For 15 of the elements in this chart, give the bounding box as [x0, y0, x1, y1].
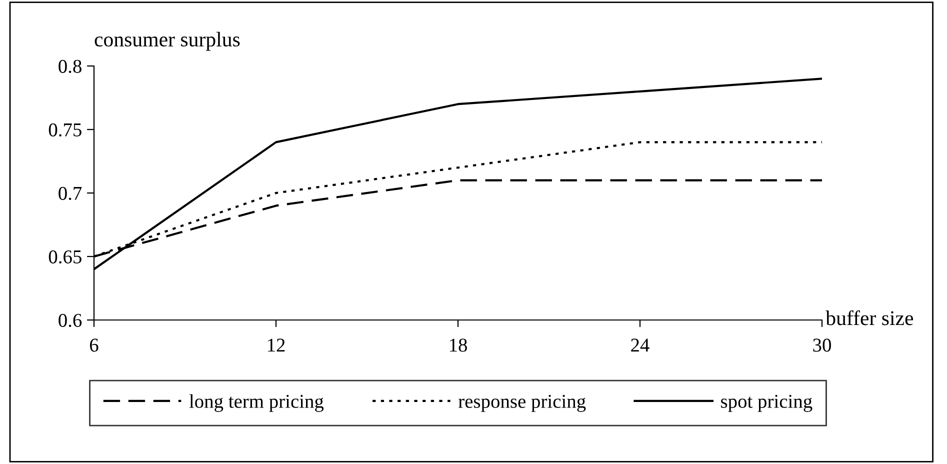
- y-tick-label: 0.8: [58, 60, 82, 74]
- x-axis-title: buffer size: [826, 310, 914, 326]
- legend-label: spot pricing: [721, 394, 812, 412]
- x-tick-label: 18: [450, 338, 467, 352]
- y-tick-label: 0.6: [58, 314, 82, 328]
- x-tick-label: 24: [631, 338, 650, 352]
- y-axis-title: consumer surplus: [94, 32, 240, 51]
- x-tick-label: 30: [813, 338, 831, 352]
- y-tick-label: 0.75: [48, 123, 82, 137]
- legend-label: response pricing: [458, 394, 586, 412]
- y-tick-label: 0.7: [58, 186, 82, 200]
- x-tick-label: 6: [90, 338, 98, 352]
- y-tick-label: 0.65: [48, 250, 82, 264]
- x-tick-label: 12: [268, 338, 285, 352]
- legend-label: long term pricing: [189, 394, 324, 412]
